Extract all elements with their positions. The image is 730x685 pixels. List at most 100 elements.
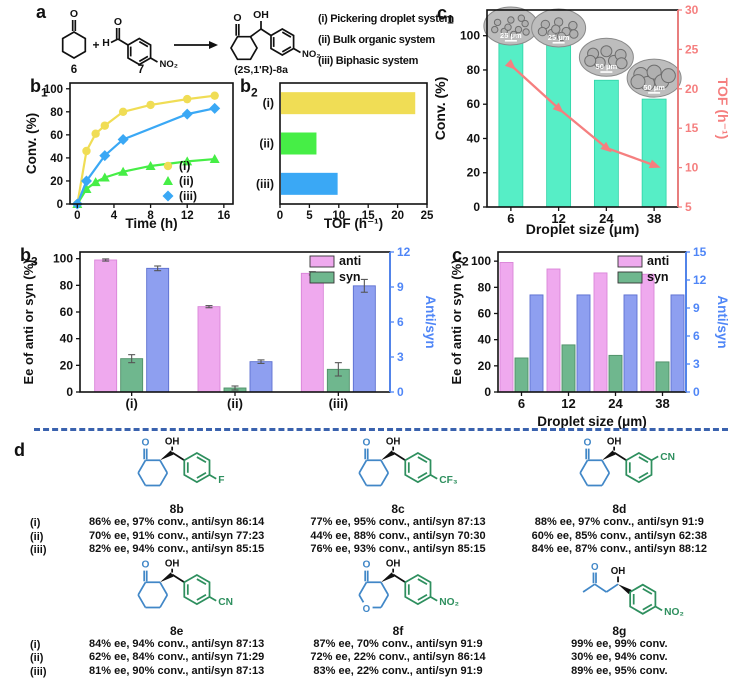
result-line: 60% ee, 85% conv., anti/syn 62:38 bbox=[531, 529, 707, 542]
dashed-divider bbox=[34, 428, 728, 431]
svg-text:6: 6 bbox=[518, 396, 525, 411]
svg-text:80: 80 bbox=[50, 107, 63, 119]
svg-text:O: O bbox=[114, 16, 122, 28]
svg-text:(ii): (ii) bbox=[179, 174, 194, 188]
svg-text:Ee of anti or syn (%): Ee of anti or syn (%) bbox=[449, 260, 464, 385]
svg-text:NO₂: NO₂ bbox=[302, 49, 320, 60]
compound-card-8b: O OH F 8b 86% ee, 97% conv., anti/syn 86:1… bbox=[66, 436, 287, 558]
svg-text:OH: OH bbox=[165, 558, 180, 569]
svg-text:24: 24 bbox=[608, 396, 623, 411]
panel-b1-label: b1 bbox=[30, 76, 48, 100]
compound-card-8f: O O OH NO₂ 8f 87% ee, 70% conv., anti/syn 9… bbox=[287, 558, 508, 680]
result-line: 88% ee, 97% conv., anti/syn 91:9 bbox=[534, 516, 704, 528]
compound-name: 8c bbox=[391, 502, 405, 516]
svg-text:0: 0 bbox=[693, 385, 700, 399]
panel-d: (i) (ii) (iii) O OH F 8b 86% ee, 97% conv.… bbox=[30, 436, 730, 679]
svg-text:12: 12 bbox=[693, 273, 707, 287]
svg-text:20: 20 bbox=[685, 82, 699, 96]
svg-text:OH: OH bbox=[386, 558, 401, 569]
chart-c2-ee-droplet-size: 0 20 40 60 80 100 0 3 6 9 12 15 6 12 24 38 Droplet size … bbox=[449, 245, 728, 429]
svg-text:6: 6 bbox=[507, 211, 514, 226]
svg-text:NO₂: NO₂ bbox=[664, 606, 684, 617]
svg-text:OH: OH bbox=[611, 566, 626, 577]
result-line: 87% ee, 70% conv., anti/syn 91:9 bbox=[313, 637, 483, 650]
svg-text:5: 5 bbox=[685, 200, 692, 214]
svg-text:0: 0 bbox=[484, 385, 491, 399]
svg-text:12: 12 bbox=[561, 396, 575, 411]
chart-c1-droplet-size: 25 μm 25 μm 50 μm 50 μm 0 20 40 60 80 100 5 10 15 20 2… bbox=[432, 3, 730, 237]
svg-text:NO₂: NO₂ bbox=[439, 597, 459, 608]
result-line: 99% ee, 99% conv. bbox=[571, 637, 668, 650]
svg-text:O: O bbox=[591, 562, 599, 573]
svg-text:40: 40 bbox=[478, 333, 492, 347]
svg-text:20: 20 bbox=[391, 210, 404, 222]
svg-text:O: O bbox=[141, 559, 149, 570]
system-legend: (i) Pickering droplet system (ii) Bulk o… bbox=[318, 9, 454, 72]
result-line: 76% ee, 93% conv., anti/syn 85:15 bbox=[310, 543, 486, 555]
svg-text:40: 40 bbox=[467, 131, 481, 145]
panel-c2-label: c2 bbox=[452, 245, 469, 269]
svg-text:12: 12 bbox=[397, 245, 411, 259]
svg-text:4: 4 bbox=[111, 210, 118, 222]
svg-text:O: O bbox=[70, 8, 78, 20]
svg-text:O: O bbox=[584, 438, 592, 449]
svg-text:(ii): (ii) bbox=[259, 137, 274, 151]
svg-text:0: 0 bbox=[74, 210, 80, 222]
svg-text:anti: anti bbox=[339, 254, 361, 268]
svg-text:15: 15 bbox=[362, 210, 375, 222]
svg-text:TOF (h⁻¹): TOF (h⁻¹) bbox=[324, 216, 383, 231]
svg-text:0: 0 bbox=[473, 200, 480, 214]
svg-text:Anti/syn: Anti/syn bbox=[715, 295, 728, 348]
svg-text:10: 10 bbox=[332, 210, 345, 222]
result-line: 70% ee, 91% conv., anti/syn 77:23 bbox=[89, 529, 265, 542]
compound-card-8e: O OH CN 8e 84% ee, 94% conv., anti/syn 87:… bbox=[66, 558, 287, 680]
svg-text:3: 3 bbox=[693, 357, 700, 371]
result-line: 30% ee, 94% conv. bbox=[571, 651, 668, 663]
panel-a-label: a bbox=[36, 2, 47, 22]
svg-text:60: 60 bbox=[60, 305, 74, 319]
svg-text:3: 3 bbox=[397, 350, 404, 364]
structure-8c: O OH CF₃ bbox=[358, 437, 458, 487]
svg-text:60: 60 bbox=[50, 130, 63, 142]
svg-text:60: 60 bbox=[467, 97, 481, 111]
svg-text:O: O bbox=[363, 603, 371, 614]
compound-name: 8d bbox=[612, 502, 627, 516]
svg-text:Anti/syn: Anti/syn bbox=[423, 295, 438, 348]
compound-name: 8f bbox=[392, 623, 404, 638]
scheme-atom-labels: O 6 + H O NO₂ 7 O OH NO₂ (2S,1'R)-8a bbox=[70, 8, 320, 76]
row-labels: (i) (ii) (iii) bbox=[30, 436, 66, 558]
result-line: 72% ee, 22% conv., anti/syn 86:14 bbox=[310, 651, 486, 663]
svg-text:OH: OH bbox=[165, 437, 180, 448]
result-line: 77% ee, 95% conv., anti/syn 87:13 bbox=[310, 516, 486, 528]
svg-text:25 μm: 25 μm bbox=[500, 31, 522, 40]
svg-text:syn: syn bbox=[647, 270, 669, 284]
svg-text:100: 100 bbox=[471, 254, 491, 268]
svg-text:Droplet size (μm): Droplet size (μm) bbox=[537, 414, 647, 429]
svg-text:60: 60 bbox=[478, 306, 492, 320]
svg-text:CF₃: CF₃ bbox=[439, 475, 458, 486]
structure-8g: O OH NO₂ bbox=[582, 562, 684, 617]
svg-text:24: 24 bbox=[599, 211, 614, 226]
svg-text:NO₂: NO₂ bbox=[160, 59, 178, 70]
svg-text:CN: CN bbox=[661, 452, 676, 463]
svg-text:CN: CN bbox=[218, 597, 233, 608]
row-labels: (i) (ii) (iii) bbox=[30, 558, 66, 680]
svg-text:5: 5 bbox=[306, 210, 313, 222]
svg-text:50 μm: 50 μm bbox=[643, 83, 665, 92]
row-label-iii: (iii) bbox=[30, 544, 47, 556]
svg-text:Conv. (%): Conv. (%) bbox=[24, 113, 39, 174]
svg-text:anti: anti bbox=[647, 254, 669, 268]
svg-text:TOF (h⁻¹): TOF (h⁻¹) bbox=[715, 78, 730, 140]
svg-text:80: 80 bbox=[60, 278, 74, 292]
svg-text:40: 40 bbox=[60, 332, 74, 346]
svg-text:OH: OH bbox=[386, 437, 401, 448]
svg-text:6: 6 bbox=[397, 315, 404, 329]
result-line: 62% ee, 84% conv., anti/syn 71:29 bbox=[89, 651, 265, 663]
row-label-ii: (ii) bbox=[30, 652, 44, 664]
svg-text:40: 40 bbox=[50, 153, 63, 165]
result-line: 84% ee, 94% conv., anti/syn 87:13 bbox=[89, 637, 265, 650]
svg-text:0: 0 bbox=[277, 210, 283, 222]
result-line: 83% ee, 22% conv., anti/syn 91:9 bbox=[313, 664, 483, 677]
compound-card-8c: O OH CF₃ 8c 77% ee, 95% conv., anti/syn 87… bbox=[287, 436, 508, 558]
